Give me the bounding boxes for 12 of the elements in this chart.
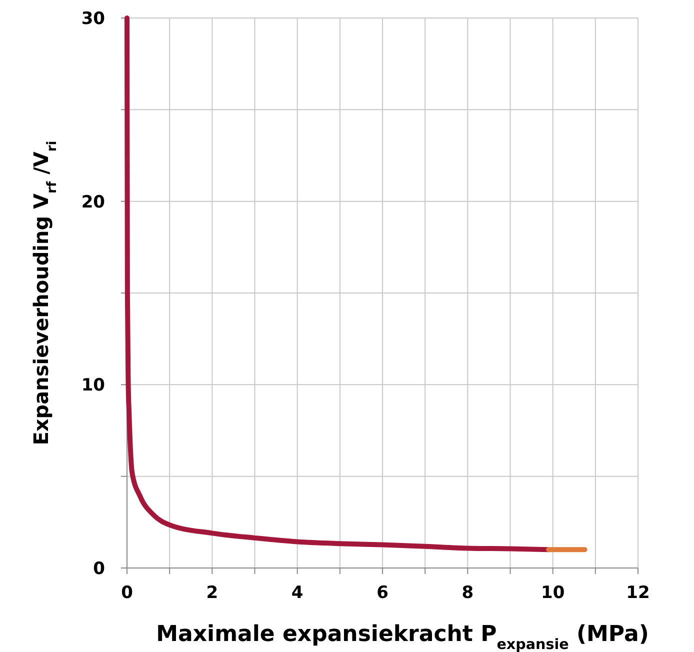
y-tick-label: 10 — [81, 376, 106, 396]
x-tick-label: 0 — [121, 583, 134, 603]
x-tick-label: 2 — [206, 583, 218, 603]
x-axis-title: Maximale expansiekracht P$_{expansie}$ (MPa) — [156, 622, 649, 652]
y-tick-label: 20 — [81, 192, 106, 212]
x-tick-label: 6 — [376, 583, 388, 603]
y-tick-label: 0 — [93, 559, 106, 579]
x-tick-label: 4 — [291, 583, 304, 603]
x-tick-label: 8 — [462, 583, 474, 603]
x-tick-label: 10 — [540, 583, 565, 603]
x-tick-label: 12 — [626, 583, 650, 603]
y-tick-label: 30 — [81, 9, 106, 29]
